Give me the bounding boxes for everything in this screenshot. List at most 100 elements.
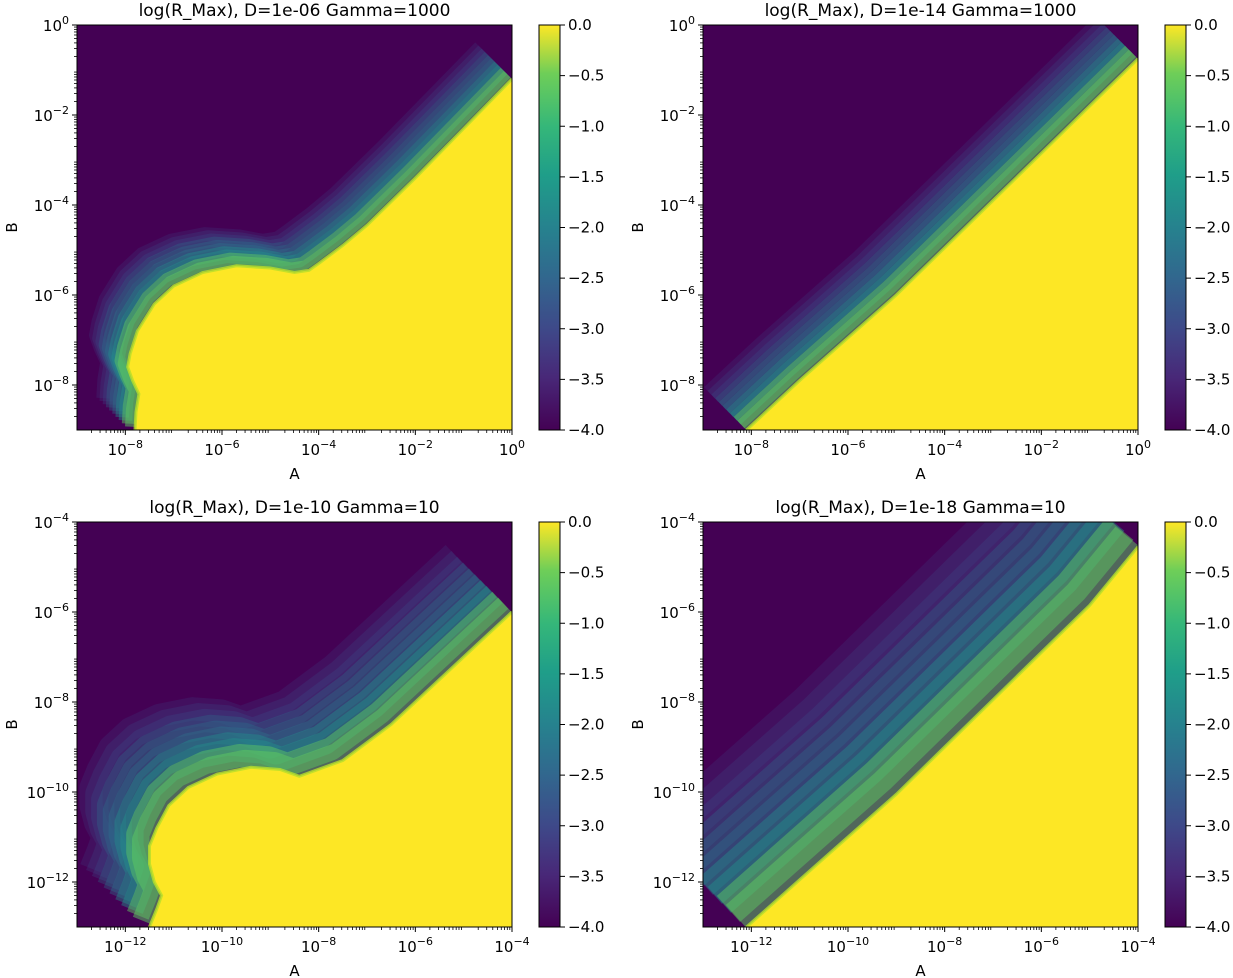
y-tick-label: 10−10 [653, 781, 695, 802]
colorbar-tick-label: −0.5 [568, 564, 604, 582]
subplot-title: log(R_Max), D=1e-18 Gamma=10 [775, 498, 1065, 518]
y-tick-label: 10−6 [660, 284, 695, 305]
x-tick-label: 10−8 [301, 935, 336, 956]
transition-band [726, 38, 1129, 421]
subplot-3: log(R_Max), D=1e-10 Gamma=10 10−12 10−10 10… [3, 498, 604, 978]
colorbar-tick-label: −1.0 [1194, 614, 1230, 632]
colorbar-tick-label: −4.0 [568, 421, 604, 439]
transition-band [707, 25, 1110, 403]
x-tick-label: 100 [499, 438, 525, 459]
x-tick-label: 10−2 [398, 438, 433, 459]
x-tick-label: 10−8 [108, 438, 143, 459]
x-tick-label: 10−4 [1120, 935, 1155, 956]
axes-frame [702, 521, 1139, 928]
transition-band [703, 522, 1083, 886]
colorbar-tick-label: −2.0 [568, 219, 604, 237]
colorbar-tick-label: −2.5 [1194, 766, 1230, 784]
x-tick-label: 10−10 [201, 935, 243, 956]
x-tick-label: 10−10 [827, 935, 869, 956]
colorbar-tick-label: −2.5 [568, 269, 604, 287]
colorbar-tick-label: −0.5 [568, 67, 604, 85]
transition-band [117, 71, 512, 428]
colorbar-gradient [538, 521, 561, 928]
transition-band [89, 42, 485, 399]
subplot-title: log(R_Max), D=1e-14 Gamma=1000 [765, 1, 1077, 21]
transition-band [101, 55, 498, 412]
colorbar-tick-label: 0.0 [1194, 16, 1218, 34]
transition-band [722, 34, 1125, 418]
colorbar-tick-label: −1.5 [1194, 168, 1230, 186]
boundary-line [126, 77, 512, 430]
transition-band [104, 58, 501, 415]
y-tick-label: 10−8 [660, 691, 695, 712]
y-tick-label: 10−10 [27, 781, 69, 802]
y-axis-label: B [3, 222, 21, 232]
colorbar-tick-label: −1.5 [568, 168, 604, 186]
y-axis-label: B [629, 719, 647, 729]
boundary-line [745, 57, 1138, 430]
y-tick-label: 10−4 [660, 194, 695, 215]
saturated-region [746, 546, 1138, 927]
transition-band [98, 51, 495, 409]
heatmap [703, 25, 1138, 430]
colorbar: 0.0 −0.5 −1.0 −1.5 −2.0 −2.5 −3.0 −3.5 −4.0 [538, 513, 604, 936]
transition-band [96, 562, 479, 891]
transition-band [92, 45, 489, 402]
transition-band [703, 522, 1017, 819]
transition-band [95, 48, 492, 405]
colorbar-tick-label: −2.0 [1194, 716, 1230, 734]
y-tick-label: 10−12 [653, 871, 695, 892]
x-tick-label: 10−6 [1024, 935, 1059, 956]
transition-band [737, 49, 1138, 430]
subplot-title: log(R_Max), D=1e-10 Gamma=10 [149, 498, 439, 518]
colorbar-tick-label: −1.5 [568, 665, 604, 683]
transition-band [703, 522, 1050, 853]
transition-band [114, 580, 497, 908]
transition-band [85, 550, 468, 879]
x-tick-label: 10−6 [398, 935, 433, 956]
transition-band [79, 544, 462, 873]
axes-frame [76, 24, 513, 431]
colorbar-tick-label: −4.0 [1194, 421, 1230, 439]
y-tick-label: 10−12 [27, 871, 69, 892]
colorbar-tick-label: −2.0 [568, 716, 604, 734]
colorbar-tick-label: −0.5 [1194, 564, 1230, 582]
transition-band [91, 556, 474, 885]
colorbar-tick-label: −2.5 [568, 766, 604, 784]
y-tick-label: 10−8 [34, 691, 69, 712]
subplot-4: log(R_Max), D=1e-18 Gamma=10 10−12 10−10 10… [629, 498, 1230, 978]
x-tick-label: 100 [1125, 438, 1151, 459]
colorbar-tick-label: 0.0 [568, 513, 592, 531]
y-tick-label: 10−2 [34, 104, 69, 125]
colorbar-tick-label: −1.5 [1194, 665, 1230, 683]
saturated-region [746, 58, 1138, 430]
colorbar-tick-label: −4.0 [1194, 918, 1230, 936]
colorbar-tick-label: 0.0 [1194, 513, 1218, 531]
colorbar-tick-label: 0.0 [568, 16, 592, 34]
x-tick-label: 10−2 [1024, 438, 1059, 459]
x-tick-label: 10−8 [734, 438, 769, 459]
heatmap [77, 522, 512, 927]
colorbar: 0.0 −0.5 −1.0 −1.5 −2.0 −2.5 −3.0 −3.5 −4.0 [1164, 16, 1230, 439]
colorbar-tick-label: −3.0 [1194, 320, 1230, 338]
x-axis-label: A [915, 962, 926, 978]
x-tick-label: 10−8 [927, 935, 962, 956]
colorbar-gradient [1164, 521, 1187, 928]
x-tick-label: 10−12 [104, 935, 146, 956]
x-tick-label: 10−12 [730, 935, 772, 956]
transition-band [718, 30, 1122, 414]
transition-band [715, 27, 1118, 410]
transition-band [703, 25, 1107, 399]
heatmap [77, 25, 512, 430]
colorbar-gradient [1164, 24, 1187, 431]
transition-band [703, 522, 1066, 870]
colorbar-tick-label: −2.5 [1194, 269, 1230, 287]
colorbar-gradient [538, 24, 561, 431]
x-axis-label: A [915, 465, 926, 483]
colorbar: 0.0 −0.5 −1.0 −1.5 −2.0 −2.5 −3.0 −3.5 −4.0 [1164, 513, 1230, 936]
boundary-line [148, 610, 512, 927]
axes-frame [76, 521, 513, 928]
y-axis-label: B [629, 222, 647, 232]
transition-band [703, 522, 1033, 836]
transition-band [725, 526, 1138, 927]
